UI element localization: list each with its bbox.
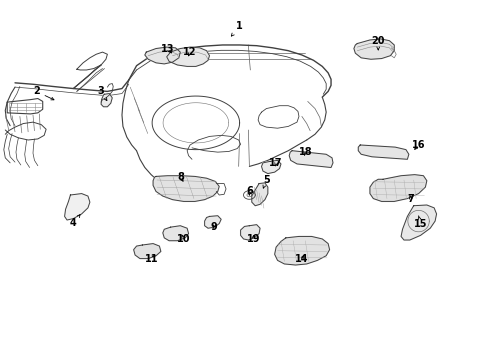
Text: 17: 17 [269,158,282,168]
Polygon shape [163,226,188,241]
Text: 13: 13 [161,44,174,54]
Polygon shape [400,205,436,240]
Polygon shape [358,145,408,159]
Polygon shape [101,94,112,107]
Text: 5: 5 [263,175,269,188]
Text: 12: 12 [183,47,196,57]
Text: 19: 19 [246,234,260,244]
Text: 7: 7 [407,194,413,203]
Polygon shape [133,244,161,258]
Text: 1: 1 [231,21,243,36]
Text: 4: 4 [70,215,80,228]
Text: 16: 16 [411,140,425,150]
Polygon shape [64,194,90,220]
Polygon shape [261,160,281,174]
Text: 18: 18 [298,147,311,157]
Text: 15: 15 [413,216,427,229]
Polygon shape [369,175,426,202]
Text: 6: 6 [245,186,252,197]
Text: 14: 14 [295,254,308,264]
Polygon shape [144,47,180,64]
Text: 11: 11 [145,254,159,264]
Text: 2: 2 [33,86,54,100]
Polygon shape [274,237,329,265]
Polygon shape [166,47,209,66]
Polygon shape [251,183,267,206]
Polygon shape [288,151,332,167]
Text: 20: 20 [371,36,384,50]
Polygon shape [153,176,219,202]
Text: 8: 8 [177,172,183,182]
Text: 10: 10 [177,234,190,244]
Polygon shape [240,225,260,240]
Polygon shape [204,216,221,228]
Text: 9: 9 [210,222,217,232]
Polygon shape [353,39,393,59]
Text: 3: 3 [98,86,107,101]
